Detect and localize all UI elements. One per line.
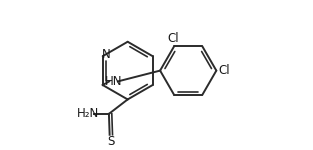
Text: Cl: Cl: [218, 64, 230, 77]
Text: N: N: [102, 48, 111, 60]
Text: H₂N: H₂N: [77, 107, 99, 120]
Text: HN: HN: [105, 75, 122, 88]
Text: S: S: [107, 135, 115, 148]
Text: Cl: Cl: [168, 32, 179, 45]
